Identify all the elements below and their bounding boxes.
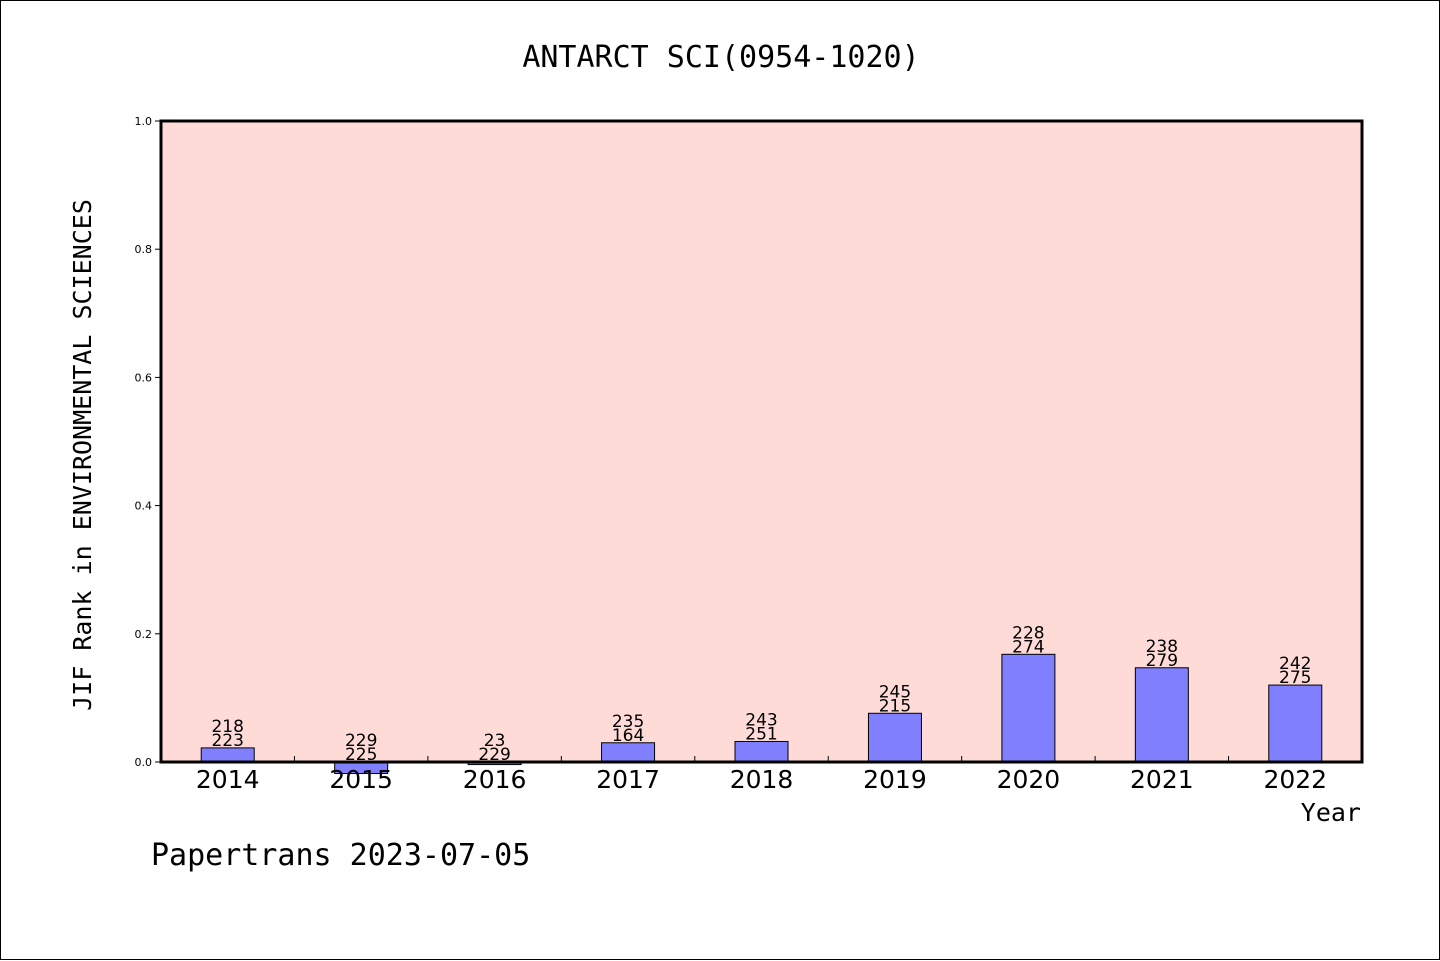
bar-label-top: 235 xyxy=(612,712,644,732)
bar-label-top: 245 xyxy=(879,682,911,702)
y-tick-label: 0.8 xyxy=(135,243,153,256)
bar-label-top: 238 xyxy=(1146,637,1178,657)
bar-label-top: 218 xyxy=(211,717,243,737)
x-tick-label: 2020 xyxy=(997,765,1061,794)
bar-label-top: 229 xyxy=(345,731,377,751)
bar-label-bottom: 251 xyxy=(745,724,777,744)
bar-label-bottom: 279 xyxy=(1146,651,1178,671)
y-tick-label: 0.0 xyxy=(135,756,153,769)
chart-title: ANTARCT SCI(0954-1020) xyxy=(522,40,919,75)
bar-label-top: 228 xyxy=(1012,623,1044,643)
bar-label-bottom: 164 xyxy=(612,726,644,746)
y-tick-label: 1.0 xyxy=(135,115,153,128)
x-tick-label: 2021 xyxy=(1130,765,1194,794)
bar-2020 xyxy=(1001,653,1056,763)
x-tick-label: 2016 xyxy=(463,765,527,794)
x-tick-label: 2017 xyxy=(596,765,660,794)
bar-label-top: 23 xyxy=(484,731,506,751)
x-tick-label: 2014 xyxy=(196,765,260,794)
bar-2021 xyxy=(1134,667,1189,763)
bar-label-bottom: 225 xyxy=(345,745,377,765)
y-tick-label: 0.2 xyxy=(135,628,153,641)
x-tick-label: 2019 xyxy=(863,765,927,794)
y-axis-label: JIF Rank in ENVIRONMENTAL SCIENCES xyxy=(68,199,97,711)
bar-2018 xyxy=(734,740,789,763)
x-tick-label: 2015 xyxy=(329,765,393,794)
bar-label-bottom: 223 xyxy=(211,731,243,751)
bar-label-bottom: 275 xyxy=(1279,668,1311,688)
bar-label-bottom: 215 xyxy=(879,696,911,716)
bar-2022 xyxy=(1268,684,1323,763)
x-tick-label: 2018 xyxy=(730,765,794,794)
y-tick-label: 0.6 xyxy=(135,371,153,384)
bar-label-top: 243 xyxy=(745,710,777,730)
y-axis-ticks: 0.0 0.2 0.4 0.6 0.8 1.0 xyxy=(135,115,161,769)
plot-border xyxy=(159,119,1364,764)
bar-label-bottom: 229 xyxy=(478,745,510,765)
footer-credit: Papertrans 2023-07-05 xyxy=(151,838,530,873)
x-tick-label: 2022 xyxy=(1263,765,1327,794)
y-tick-label: 0.4 xyxy=(135,500,153,513)
bar-label-bottom: 274 xyxy=(1012,637,1044,657)
plot-area xyxy=(161,121,1362,762)
bar-2019 xyxy=(867,712,922,763)
bar-label-top: 242 xyxy=(1279,654,1311,674)
x-axis-ticks: 2014 2015 2016 2017 2018 2019 2020 2021 2022 xyxy=(196,756,1327,794)
bars-layer xyxy=(200,653,1323,775)
x-axis-label: Year xyxy=(1301,798,1361,827)
